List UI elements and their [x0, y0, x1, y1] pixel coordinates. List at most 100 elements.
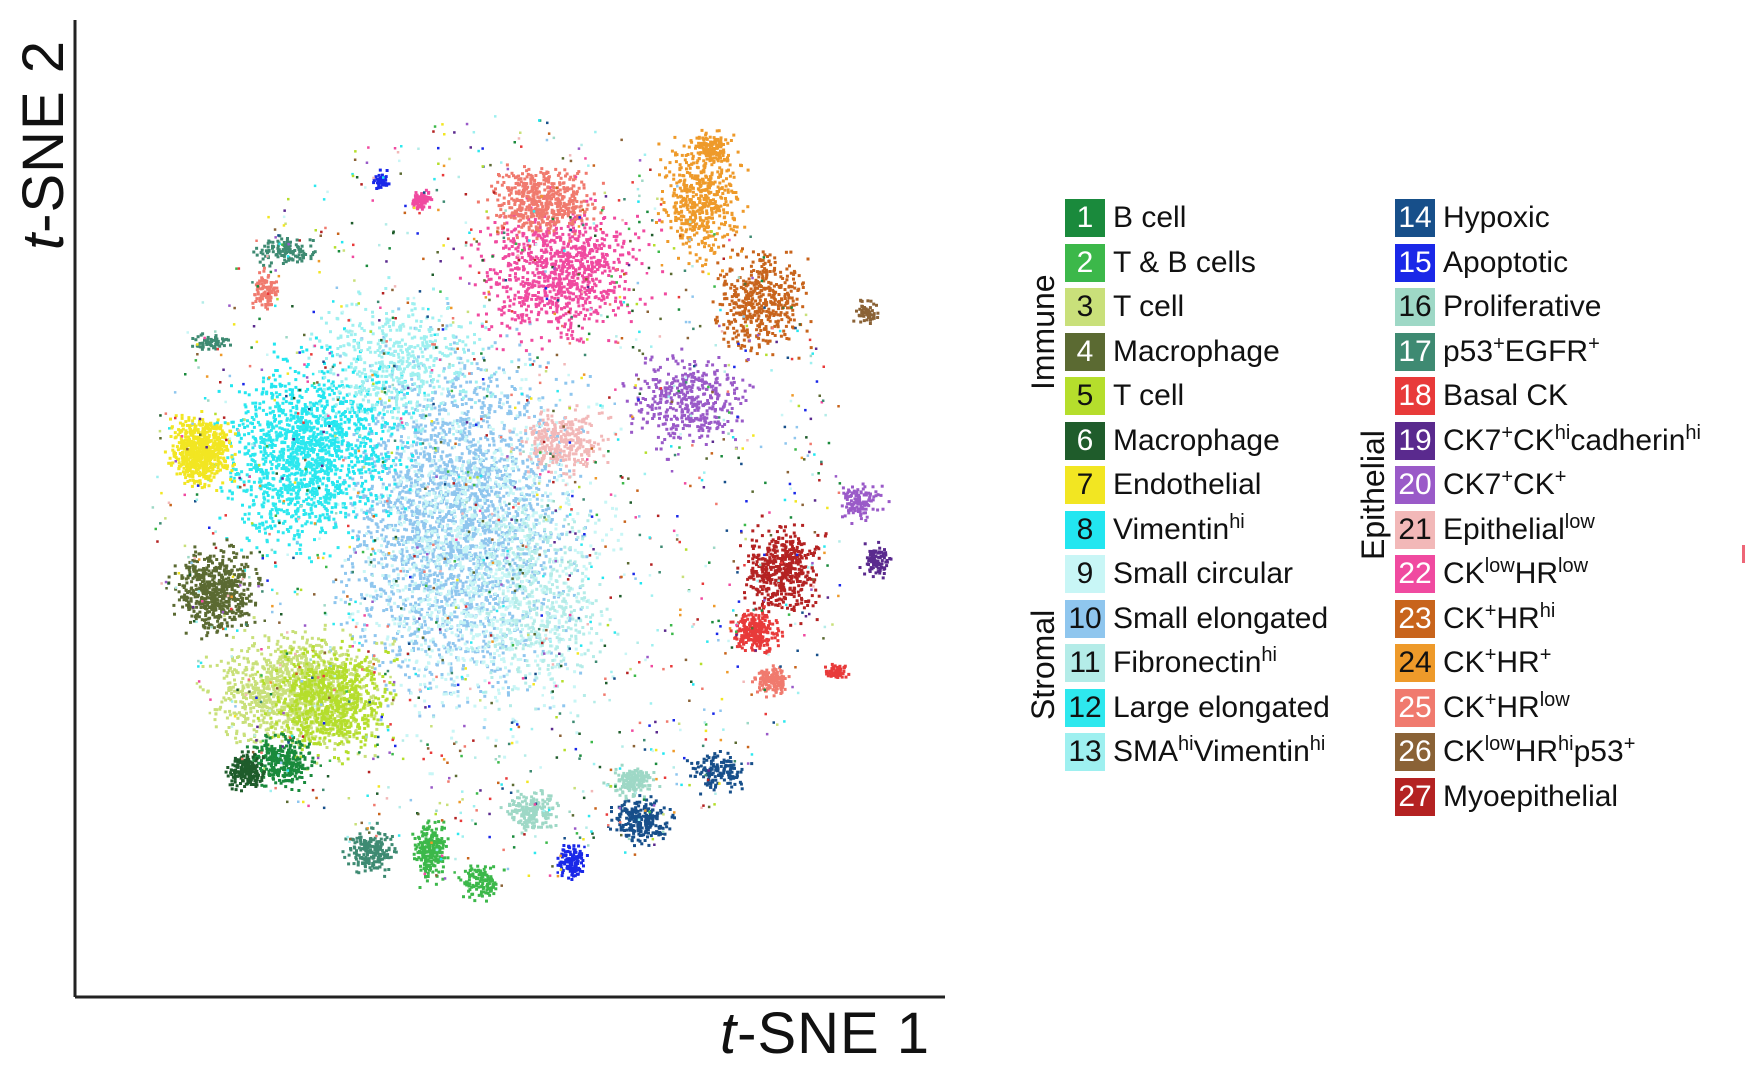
scatter-point [523, 472, 527, 476]
scatter-point [390, 426, 394, 430]
scatter-point [345, 400, 348, 403]
scatter-point [448, 439, 452, 443]
scatter-point [274, 405, 278, 409]
scatter-point [501, 514, 505, 518]
scatter-point [317, 417, 321, 420]
scatter-point [428, 457, 432, 461]
scatter-point [471, 518, 475, 522]
scatter-point [561, 479, 565, 482]
scatter-point [254, 414, 258, 418]
scatter-point [512, 602, 516, 606]
scatter-point [425, 501, 429, 505]
scatter-point [425, 457, 429, 461]
scatter-point [498, 496, 502, 500]
scatter-point [419, 575, 423, 579]
scatter-point [492, 656, 496, 660]
scatter-point [290, 466, 294, 470]
scatter-point [482, 589, 486, 593]
scatter-point [427, 585, 430, 589]
scatter-point [293, 370, 297, 373]
scatter-point [529, 635, 533, 639]
scatter-point [555, 610, 559, 614]
scatter-point [523, 413, 526, 417]
scatter-point [355, 534, 359, 538]
scatter-point [271, 438, 275, 442]
scatter-point [291, 461, 295, 465]
scatter-point [352, 481, 356, 485]
scatter-point [524, 425, 528, 429]
scatter-point [518, 528, 522, 532]
scatter-point [600, 614, 604, 617]
scatter-point [525, 458, 529, 462]
scatter-point [254, 405, 257, 409]
scatter-point [323, 436, 327, 440]
scatter-point [367, 530, 371, 534]
scatter-point [294, 430, 298, 434]
scatter-point [325, 464, 329, 468]
scatter-point [458, 554, 462, 558]
scatter-point [427, 482, 430, 486]
scatter-point [516, 512, 520, 516]
scatter-point [391, 636, 395, 640]
scatter-point [469, 622, 473, 626]
scatter-point [305, 484, 309, 488]
scatter-point [321, 482, 325, 486]
scatter-point [348, 615, 352, 619]
scatter-point [382, 335, 386, 339]
scatter-point [417, 711, 421, 715]
scatter-point [311, 434, 315, 438]
scatter-point [480, 486, 484, 490]
scatter-point [463, 533, 467, 537]
scatter-point [349, 443, 353, 447]
scatter-point [323, 445, 327, 449]
scatter-point [504, 546, 508, 550]
scatter-point [455, 375, 459, 379]
scatter-point [505, 474, 509, 478]
scatter-point [439, 631, 442, 635]
scatter-point [237, 390, 241, 394]
scatter-point [382, 552, 386, 556]
scatter-point [312, 448, 316, 451]
scatter-point [395, 451, 399, 455]
scatter-point [363, 435, 367, 439]
scatter-point [485, 608, 489, 612]
scatter-point [462, 486, 466, 490]
scatter-point [431, 604, 435, 608]
scatter-point [253, 460, 257, 464]
scatter-point [375, 621, 379, 625]
scatter-point [306, 387, 310, 391]
scatter-point [326, 461, 330, 465]
scatter-point [462, 421, 466, 425]
scatter-point [418, 495, 422, 499]
scatter-point [409, 519, 413, 523]
scatter-point [352, 433, 356, 437]
scatter-point [273, 414, 276, 417]
scatter-point [380, 423, 384, 427]
scatter-point [295, 467, 299, 471]
scatter-point [417, 610, 421, 614]
scatter-point [497, 541, 501, 545]
scatter-point [386, 405, 390, 409]
scatter-point [356, 481, 360, 485]
scatter-point [545, 483, 549, 487]
scatter-point [338, 483, 342, 487]
scatter-point [304, 405, 307, 409]
scatter-point [508, 612, 512, 616]
scatter-point [493, 410, 497, 414]
scatter-point [475, 392, 479, 396]
scatter-point [412, 642, 416, 646]
scatter-point [261, 408, 265, 412]
scatter-point [504, 531, 508, 535]
scatter-point [589, 481, 592, 485]
scatter-point [400, 496, 404, 500]
scatter-point [527, 579, 531, 583]
scatter-point [489, 631, 493, 635]
scatter-point [416, 393, 420, 397]
scatter-point [428, 509, 432, 513]
scatter-point [524, 569, 528, 573]
scatter-point [475, 484, 479, 488]
scatter-point [309, 506, 313, 510]
scatter-point [428, 471, 432, 475]
scatter-point [314, 504, 318, 508]
scatter-point [534, 511, 538, 515]
